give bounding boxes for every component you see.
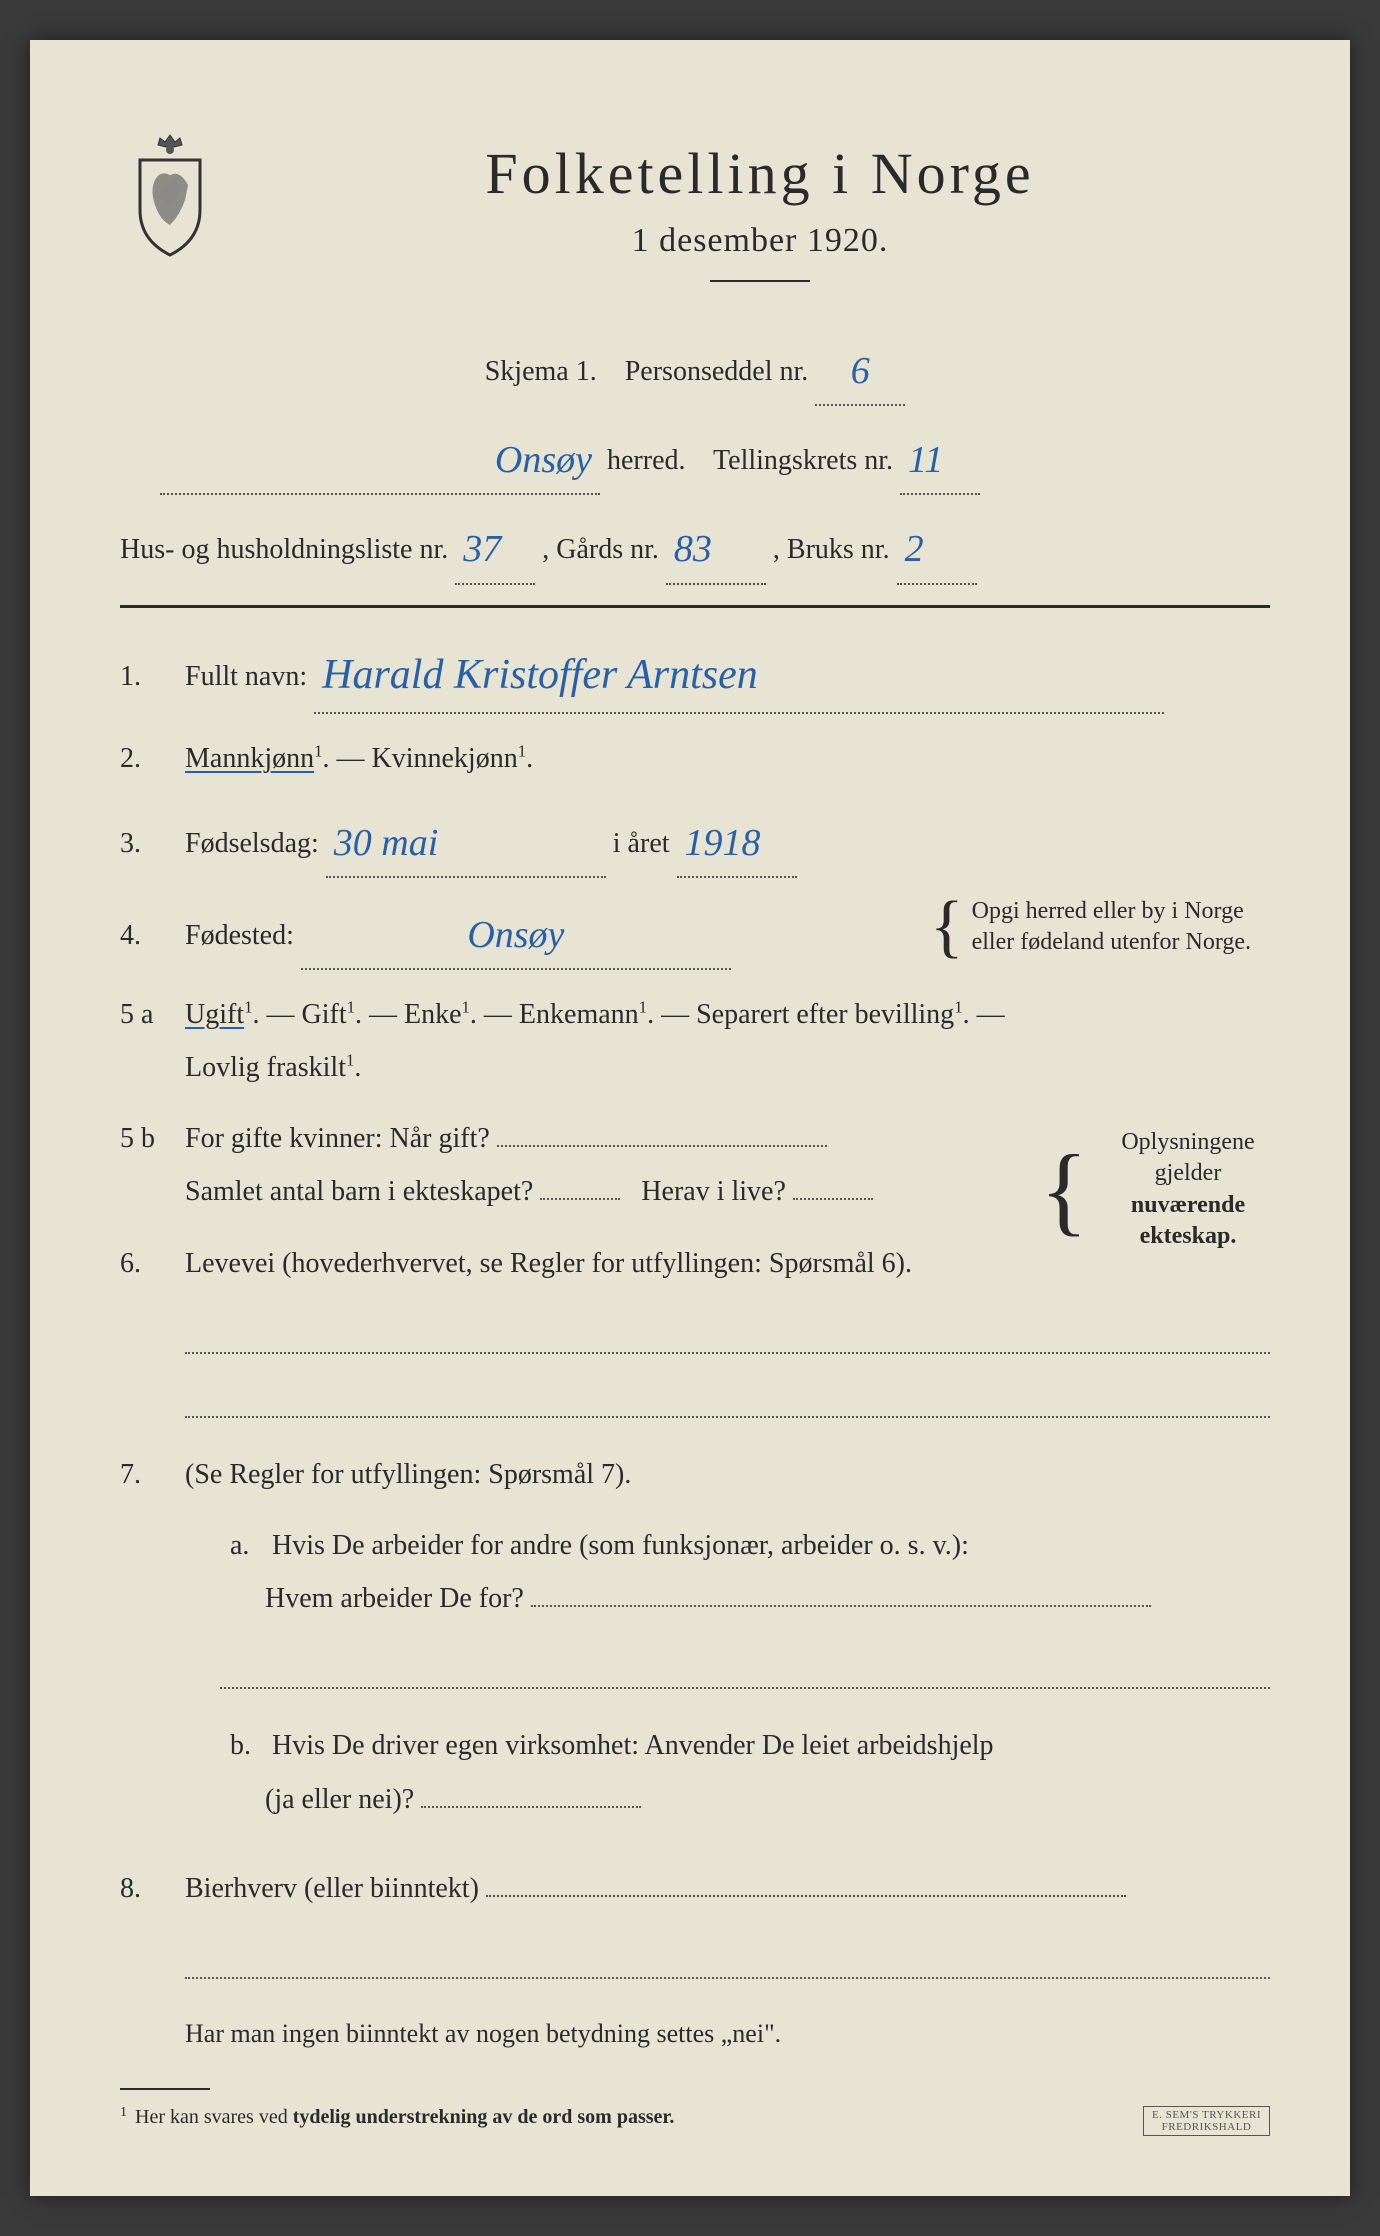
- skjema-line: Skjema 1. Personseddel nr. 6: [120, 332, 1270, 406]
- brace-icon: {: [930, 909, 964, 944]
- gards-nr: 83: [666, 528, 720, 570]
- title-block: Folketelling i Norge 1 desember 1920.: [250, 140, 1270, 312]
- bruks-nr: 2: [897, 528, 932, 570]
- herred-line: Onsøy herred. Tellingskrets nr. 11: [120, 421, 1270, 495]
- q5b-note3: ekteskap.: [1140, 1223, 1237, 1249]
- q5a-ugift: Ugift: [185, 999, 244, 1030]
- q7a-letter: a.: [230, 1519, 265, 1572]
- q7-num: 7.: [120, 1448, 165, 1501]
- q1-row: 1. Fullt navn: Harald Kristoffer Arntsen: [120, 633, 1270, 715]
- herred-label: herred.: [607, 445, 686, 476]
- q5a-row: 5 a Ugift1. — Gift1. — Enke1. — Enkemann…: [120, 988, 1270, 1094]
- header-row: Folketelling i Norge 1 desember 1920.: [120, 130, 1270, 312]
- subtitle: 1 desember 1920.: [250, 222, 1270, 260]
- main-title: Folketelling i Norge: [250, 140, 1270, 207]
- q2-kvinne: Kvinnekjønn: [372, 743, 518, 774]
- q1-label: Fullt navn:: [185, 661, 307, 692]
- q7a-field: [220, 1655, 1270, 1689]
- hus-label: Hus- og husholdningsliste nr.: [120, 534, 448, 565]
- tellingskrets-nr: 11: [900, 439, 951, 481]
- q4-row: 4. Fødested: Onsøy { Opgi herred eller b…: [120, 896, 1270, 970]
- q1-value: Harald Kristoffer Arntsen: [314, 652, 766, 698]
- hus-nr: 37: [455, 528, 509, 570]
- q5a-gift: Gift: [302, 999, 347, 1030]
- q5b-row: 5 b { Oplysningene gjelder nuværende ekt…: [120, 1112, 1270, 1218]
- q7a-line1: Hvis De arbeider for andre (som funksjon…: [272, 1530, 969, 1561]
- q6-field-1: [185, 1320, 1270, 1354]
- q5b-note1: Oplysningene: [1121, 1129, 1254, 1155]
- q7b-letter: b.: [230, 1719, 265, 1772]
- heavy-rule-1: [120, 605, 1270, 608]
- skjema-label: Skjema 1.: [485, 356, 597, 387]
- q5a-fraskilt: Lovlig fraskilt: [185, 1052, 346, 1083]
- hus-line: Hus- og husholdningsliste nr. 37 , Gårds…: [120, 510, 1270, 584]
- q8-label: Bierhverv (eller biinntekt): [185, 1873, 479, 1904]
- q2-mann: Mannkjønn: [185, 743, 314, 774]
- q4-note1: Opgi herred eller by i Norge: [972, 898, 1244, 924]
- q5a-enke: Enke: [404, 999, 462, 1030]
- q7-row: 7. (Se Regler for utfyllingen: Spørsmål …: [120, 1448, 1270, 1844]
- q3-day: 30 mai: [326, 822, 447, 864]
- q4-note2: eller fødeland utenfor Norge.: [972, 929, 1251, 955]
- q3-year-label: i året: [613, 828, 670, 859]
- q7-intro: (Se Regler for utfyllingen: Spørsmål 7).: [185, 1459, 631, 1490]
- footnote-rule: [120, 2088, 210, 2090]
- q8-num: 8.: [120, 1862, 165, 1915]
- footnote: 1Her kan svares ved tydelig understrekni…: [120, 2098, 1270, 2136]
- gards-label: , Gårds nr.: [542, 534, 659, 565]
- census-form-page: Folketelling i Norge 1 desember 1920. Sk…: [30, 40, 1350, 2196]
- q4-num: 4.: [120, 909, 165, 962]
- personseddel-label: Personseddel nr.: [625, 356, 809, 387]
- personseddel-nr: 6: [843, 350, 878, 392]
- q5b-line2b: Herav i live?: [641, 1176, 786, 1207]
- q8-note: Har man ingen biinntekt av nogen betydni…: [120, 2009, 1270, 2058]
- q3-label: Fødselsdag:: [185, 828, 319, 859]
- q6-field-2: [185, 1384, 1270, 1418]
- q7a-line2: Hvem arbeider De for?: [265, 1583, 524, 1614]
- q5a-num: 5 a: [120, 988, 165, 1041]
- herred-value: Onsøy: [487, 439, 600, 481]
- q5b-num: 5 b: [120, 1112, 165, 1165]
- tellingskrets-label: Tellingskrets nr.: [713, 445, 893, 476]
- q5b-line1: For gifte kvinner: Når gift?: [185, 1123, 490, 1154]
- q7b-line1: Hvis De driver egen virksomhet: Anvender…: [272, 1730, 994, 1761]
- q8-row: 8. Bierhverv (eller biinntekt): [120, 1862, 1270, 1915]
- q3-num: 3.: [120, 817, 165, 870]
- q2-row: 2. Mannkjønn1. — Kvinnekjønn1.: [120, 732, 1270, 785]
- q4-value: Onsøy: [459, 914, 572, 956]
- q5b-line2a: Samlet antal barn i ekteskapet?: [185, 1176, 533, 1207]
- q3-year: 1918: [677, 822, 769, 864]
- title-rule: [710, 280, 810, 282]
- q8-field: [185, 1945, 1270, 1979]
- brace-icon-2: {: [1040, 1165, 1088, 1215]
- form-body: Skjema 1. Personseddel nr. 6 Onsøy herre…: [120, 332, 1270, 2136]
- q5a-enkemann: Enkemann: [519, 999, 639, 1030]
- q4-label: Fødested:: [185, 920, 294, 951]
- q3-row: 3. Fødselsdag: 30 mai i året 1918: [120, 804, 1270, 878]
- q6-num: 6.: [120, 1237, 165, 1290]
- q1-num: 1.: [120, 650, 165, 703]
- footnote-text: Her kan svares ved tydelig understreknin…: [135, 2106, 674, 2128]
- q5b-note2: gjelder nuværende: [1131, 1160, 1245, 1217]
- stamp-line1: E. SEM'S TRYKKERI: [1152, 2109, 1261, 2121]
- printer-stamp: E. SEM'S TRYKKERI FREDRIKSHALD: [1143, 2106, 1270, 2136]
- stamp-line2: FREDRIKSHALD: [1162, 2121, 1252, 2133]
- q5a-separert: Separert efter bevilling: [696, 999, 954, 1030]
- q2-num: 2.: [120, 732, 165, 785]
- bruks-label: , Bruks nr.: [773, 534, 890, 565]
- q7b-line2: (ja eller nei)?: [265, 1784, 414, 1815]
- coat-of-arms-icon: [120, 130, 220, 260]
